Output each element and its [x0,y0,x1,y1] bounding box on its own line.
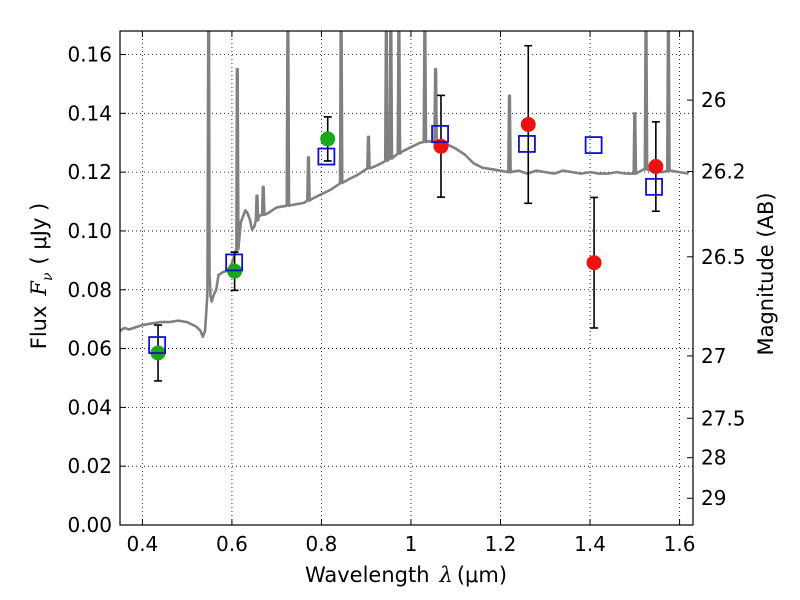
x-tick-label: 0.4 [126,532,158,556]
model-square-marker [645,177,663,196]
model-square-marker [584,136,603,154]
data-markers [148,117,664,361]
y-tick-label: 0.06 [67,337,112,361]
right-tick-label: 26.5 [701,245,746,269]
error-bars [154,44,660,382]
y-tick-label: 0.12 [67,160,112,184]
x-tick-label: 1.6 [664,532,696,556]
axis-ticks: 0.4 0.6 0.8 1 1.2 1.4 1.6 0.00 0.02 0.04 0.06 0.08 0… [67,31,746,556]
y-tick-label: 0.00 [67,513,112,537]
data-point-marker [320,131,336,147]
plot-frame [119,30,694,526]
y-tick-label: 0.02 [67,454,112,478]
data-point-marker [520,117,536,133]
x-tick-label: 0.6 [216,532,248,556]
right-tick-label: 26.2 [701,160,746,184]
y-axis-title: FluxFν( μJy ) [27,203,56,349]
model-square-marker [431,125,449,143]
x-tick-label: 1.4 [574,532,606,556]
right-tick-label: 28 [701,446,726,470]
y-tick-label: 0.14 [67,101,112,125]
right-tick-label: 29 [701,486,726,510]
model-square-marker [518,135,536,153]
x-axis-title: Wavelength λ (μm) [305,563,507,587]
right-tick-label: 26 [701,88,726,112]
model-square-marker [148,336,167,354]
x-tick-label: 1 [405,532,418,556]
x-tick-label: 0.8 [306,532,338,556]
x-tick-label: 1.2 [485,532,517,556]
y-tick-label: 0.16 [67,43,112,67]
y-tick-label: 0.08 [67,278,112,302]
y-tick-label: 0.10 [67,219,112,243]
data-point-marker [586,255,602,271]
y-tick-label: 0.04 [67,395,112,419]
right-axis-title: Magnitude (AB) [754,192,778,355]
template-spectrum-line [120,31,689,339]
plot-area [120,31,689,382]
right-tick-label: 27 [701,344,726,368]
data-point-marker [648,159,664,175]
model-square-marker [225,253,244,272]
gridlines [120,31,693,526]
right-tick-label: 27.5 [701,406,746,430]
model-square-marker [317,147,336,166]
